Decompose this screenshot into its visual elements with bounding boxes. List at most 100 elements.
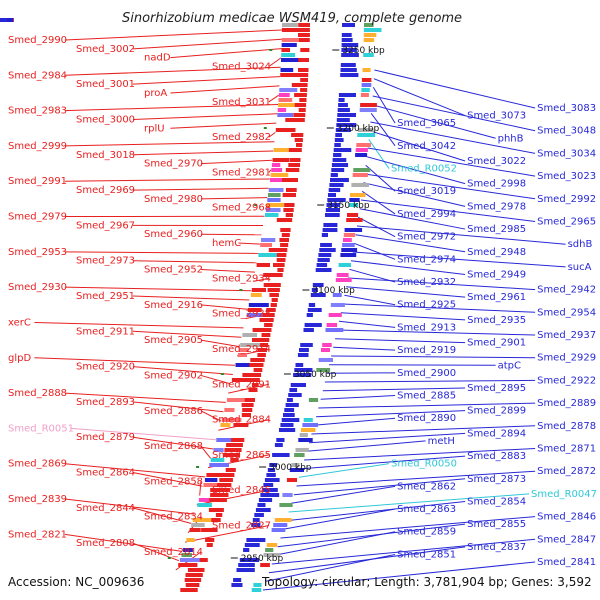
gene-block: [360, 93, 369, 97]
leader-line: [64, 286, 252, 292]
forward-gene: [300, 88, 308, 92]
gene-block: [191, 523, 205, 527]
forward-gene: [210, 488, 230, 492]
gene-block: [239, 348, 249, 352]
gene-block: [351, 183, 369, 187]
gene-label: proA: [144, 88, 167, 99]
forward-gene: [206, 543, 213, 547]
gene-block: [189, 528, 201, 532]
gene-block: [364, 23, 374, 27]
reverse-gene: [279, 428, 296, 432]
tick-label: 3150 kbp: [327, 201, 370, 211]
leader-line: [352, 251, 566, 268]
gene-block: [332, 293, 342, 297]
scale-dot: [263, 127, 267, 129]
gene-block: [265, 548, 274, 552]
reverse-gene: [293, 373, 312, 377]
gene-label: hemC: [212, 238, 241, 249]
forward-gene: [280, 228, 291, 232]
leader-line: [331, 355, 536, 359]
gene-block: [266, 543, 278, 547]
reverse-gene: [264, 478, 280, 482]
reverse-gene: [332, 158, 347, 162]
scale-dot: [269, 49, 273, 51]
reverse-gene: [329, 183, 344, 187]
gene-label: Smed_3065: [397, 118, 456, 129]
reverse-gene: [330, 178, 349, 182]
gene-label: Smed_2991: [8, 176, 67, 187]
leader-line: [374, 69, 536, 109]
forward-gene: [279, 238, 289, 242]
reverse-gene: [286, 398, 293, 402]
reverse-gene: [239, 558, 260, 562]
gene-label: Smed_2949: [467, 269, 526, 280]
forward-gene: [185, 573, 203, 577]
gene-block: [198, 498, 210, 502]
leader-line: [132, 187, 269, 191]
forward-gene: [184, 578, 202, 582]
reverse-gene: [338, 93, 356, 97]
forward-gene: [285, 118, 305, 122]
reverse-gene: [336, 118, 350, 122]
gene-label: Smed_2827: [212, 521, 271, 532]
gene-block: [179, 558, 200, 562]
gene-label: Smed_2942: [537, 285, 596, 296]
gene-block: [178, 563, 198, 567]
reverse-gene: [318, 253, 332, 257]
gene-block: [242, 333, 258, 337]
reverse-gene: [238, 563, 255, 567]
leader-line: [301, 455, 466, 470]
gene-label: Smed_2821: [8, 529, 67, 540]
gene-label: Smed_2888: [8, 388, 67, 399]
forward-gene: [296, 38, 310, 42]
reverse-gene: [257, 503, 266, 507]
leader-line: [64, 178, 270, 182]
tick-label: 3000 kbp: [269, 463, 312, 473]
gene-label: Smed_2841: [537, 557, 596, 568]
forward-gene: [283, 203, 295, 207]
reverse-gene: [303, 328, 314, 332]
gene-label: Smed_2893: [76, 397, 135, 408]
reverse-gene: [244, 543, 260, 547]
gene-block: [294, 453, 305, 457]
gene-label: Smed_2911: [76, 326, 135, 337]
leader-line: [277, 523, 466, 548]
gene-label: Smed_3024: [212, 61, 271, 72]
gene-label: Smed_2900: [397, 368, 456, 379]
gene-label: Smed_3001: [76, 79, 135, 90]
gene-block: [357, 128, 374, 132]
gene-block: [335, 278, 352, 282]
gene-label: Smed_2865: [212, 450, 271, 461]
leader-line: [64, 498, 195, 515]
gene-block: [299, 433, 308, 437]
gene-block: [265, 208, 281, 212]
reverse-gene: [341, 43, 359, 47]
gene-block: [279, 88, 298, 92]
reverse-gene: [319, 248, 336, 252]
reverse-gene: [322, 228, 338, 232]
leader-line: [356, 225, 566, 245]
gene-label: Smed_R0052: [391, 164, 457, 175]
gene-label: Smed_2901: [467, 338, 526, 349]
reverse-gene: [341, 53, 359, 57]
gene-block: [248, 303, 269, 307]
leader-line: [299, 463, 390, 478]
reverse-gene: [330, 173, 338, 177]
gene-block: [246, 313, 263, 317]
gene-block: [355, 148, 368, 152]
reverse-gene: [0, 18, 8, 22]
gene-label: Smed_2952: [144, 265, 203, 276]
forward-gene: [261, 333, 271, 337]
gene-block: [251, 588, 262, 592]
reverse-gene: [338, 103, 348, 107]
reverse-gene: [274, 443, 283, 447]
gene-block: [342, 243, 355, 247]
gene-block: [277, 108, 287, 112]
gene-label: Smed_2885: [397, 391, 456, 402]
gene-label: Smed_2984: [8, 70, 67, 81]
reverse-gene: [312, 283, 324, 287]
reverse-gene: [341, 38, 353, 42]
gene-block: [260, 563, 270, 567]
reverse-gene: [325, 208, 340, 212]
